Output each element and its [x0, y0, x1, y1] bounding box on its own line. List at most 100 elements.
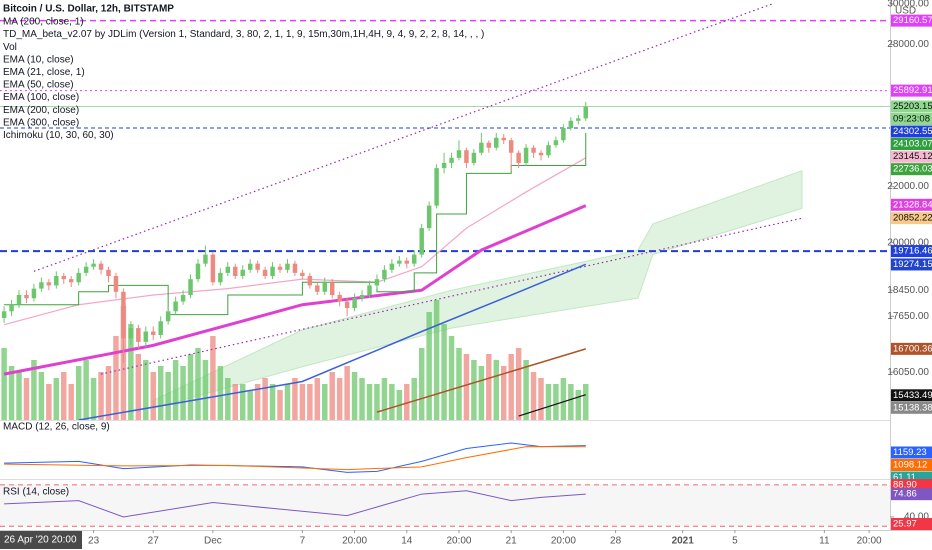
volume-bar: [583, 384, 589, 420]
volume-bar: [307, 384, 313, 420]
volume-bar: [31, 360, 37, 420]
macd-title: MACD (12, 26, close, 9): [3, 422, 110, 433]
volume-bar: [359, 378, 365, 420]
volume-bar: [254, 384, 261, 420]
candle-body: [121, 291, 126, 339]
candle-body: [24, 294, 29, 299]
volume-bar: [486, 354, 492, 420]
price-label: 24103.07: [893, 139, 932, 150]
indicator-line: [78, 263, 587, 421]
volume-bar: [165, 372, 171, 420]
candle-body: [46, 282, 52, 286]
candle-body: [98, 263, 104, 270]
volume-bar: [404, 384, 410, 420]
candle-body: [329, 282, 335, 295]
volume-bar: [322, 384, 328, 420]
x-tick-label: Dec: [204, 536, 222, 547]
price-label: 20852.22: [893, 213, 932, 224]
candle-body: [397, 260, 402, 264]
volume-bar: [202, 360, 209, 420]
candle-body: [113, 275, 119, 292]
price-label: 23145.12: [893, 151, 932, 162]
x-tick-label: 21: [506, 536, 518, 547]
candle-body: [9, 304, 14, 312]
candle-body: [173, 301, 178, 312]
volume-bar: [381, 378, 388, 420]
chart-title: Bitcoin / U.S. Dollar, 12h, BITSTAMP: [3, 4, 174, 15]
volume-bar: [351, 372, 358, 420]
x-tick-label: 20:00: [551, 536, 576, 547]
price-label: 88.90: [893, 480, 917, 491]
volume-bar: [225, 378, 231, 420]
candle-body: [307, 275, 313, 286]
y-tick-label: 28000.00: [887, 39, 929, 50]
price-label-box: [891, 84, 932, 97]
price-label: 29160.57: [893, 15, 932, 26]
price-label-box: [891, 459, 932, 471]
price-label-box: [891, 150, 932, 163]
legend-entry: EMA (100, close): [3, 92, 79, 103]
crosshair-date: 26 Apr '20 20:00: [4, 535, 77, 546]
candle-body: [486, 142, 492, 148]
price-label: 1098.12: [893, 460, 927, 471]
volume-bar: [143, 360, 149, 420]
trendline: [33, 3, 773, 272]
volume-bar: [90, 378, 97, 420]
volume-bar: [411, 378, 417, 420]
y-tick-label: 17650.00: [887, 311, 929, 322]
candle-body: [352, 298, 357, 309]
legend-entry: EMA (300, close): [3, 117, 79, 128]
volume-bar: [515, 348, 522, 420]
price-label: 19716.46: [893, 246, 932, 257]
volume-bar: [262, 378, 268, 420]
candle-body: [516, 152, 521, 163]
volume-bar: [269, 384, 276, 420]
candle-body: [367, 285, 372, 295]
price-label: 1159.23: [893, 447, 927, 458]
price-label: 74.86: [893, 489, 917, 500]
candle-body: [508, 140, 514, 153]
price-label-box: [891, 342, 932, 355]
price-label: 25203.15: [893, 101, 932, 112]
candle-body: [546, 145, 551, 156]
macd-line: [4, 442, 586, 473]
candle-body: [106, 269, 111, 276]
legend-entry: Ichimoku (10, 30, 60, 30): [3, 130, 114, 141]
candle-body: [210, 254, 216, 283]
volume-bar: [180, 366, 186, 420]
candle-body: [128, 328, 134, 339]
candle-body: [188, 279, 193, 295]
price-label: 19274.15: [893, 259, 932, 270]
candle-body: [233, 266, 238, 276]
indicator-line: [3, 157, 587, 326]
legend-entry: EMA (200, close): [3, 105, 79, 116]
volume-bar: [23, 378, 30, 420]
currency: USD: [895, 6, 916, 17]
price-label: 25892.91: [893, 85, 932, 96]
volume-bar: [493, 360, 500, 420]
volume-bar: [344, 366, 350, 420]
candle-body: [91, 263, 96, 267]
candle-body: [203, 254, 208, 264]
candle-body: [292, 263, 298, 273]
legend-entry: TD_MA_beta_v2.07 by JDLim (Version 1, St…: [3, 29, 484, 40]
candle-body: [277, 266, 283, 270]
candle-body: [531, 147, 536, 153]
price-label-box: [891, 401, 932, 414]
volume-bar: [46, 384, 52, 420]
candle-body: [262, 269, 268, 276]
x-tick-label: 7: [300, 536, 306, 547]
candle-body: [61, 275, 66, 280]
candle-body: [449, 157, 454, 163]
volume-bar: [277, 390, 283, 420]
countdown: 09:23:08: [893, 114, 930, 125]
candle-body: [1, 311, 7, 318]
x-tick-label: 27: [148, 536, 160, 547]
volume-bar: [172, 360, 179, 420]
volume-bar: [441, 324, 447, 420]
y-tick-label: 16050.00: [887, 367, 929, 378]
volume-bar: [113, 336, 119, 420]
rsi-line: [4, 490, 586, 518]
candle-body: [322, 282, 327, 292]
volume-bar: [53, 378, 60, 420]
